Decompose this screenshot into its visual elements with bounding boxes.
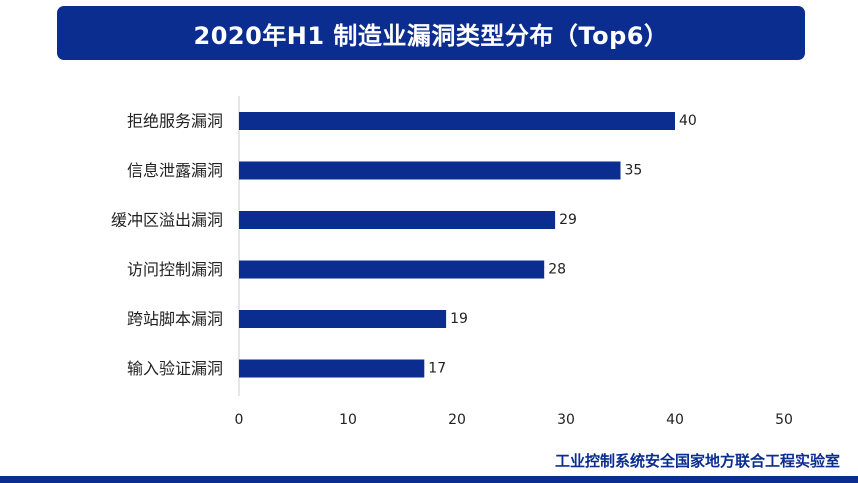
bar bbox=[239, 112, 675, 130]
category-label: 输入验证漏洞 bbox=[127, 359, 223, 378]
bar bbox=[239, 310, 446, 328]
value-label: 29 bbox=[559, 212, 577, 228]
x-tick-label: 0 bbox=[235, 412, 244, 428]
bar bbox=[239, 211, 555, 229]
x-tick-label: 40 bbox=[666, 412, 684, 428]
value-label: 17 bbox=[428, 361, 446, 377]
value-label: 35 bbox=[625, 163, 643, 179]
value-label: 28 bbox=[548, 262, 566, 278]
bar bbox=[239, 360, 424, 378]
category-label: 缓冲区溢出漏洞 bbox=[111, 211, 223, 230]
x-tick-label: 20 bbox=[448, 412, 466, 428]
value-label: 40 bbox=[679, 113, 697, 129]
bar bbox=[239, 261, 544, 279]
x-tick-label: 30 bbox=[557, 412, 575, 428]
category-label: 访问控制漏洞 bbox=[127, 260, 223, 279]
category-label: 拒绝服务漏洞 bbox=[127, 112, 223, 131]
x-tick-label: 50 bbox=[775, 412, 793, 428]
category-label: 跨站脚本漏洞 bbox=[127, 310, 223, 329]
bottom-accent-bar bbox=[0, 476, 858, 483]
bar bbox=[239, 162, 621, 180]
value-label: 19 bbox=[450, 311, 468, 327]
category-label: 信息泄露漏洞 bbox=[127, 161, 223, 180]
x-tick-label: 10 bbox=[339, 412, 357, 428]
organization-label: 工业控制系统安全国家地方联合工程实验室 bbox=[555, 450, 840, 471]
